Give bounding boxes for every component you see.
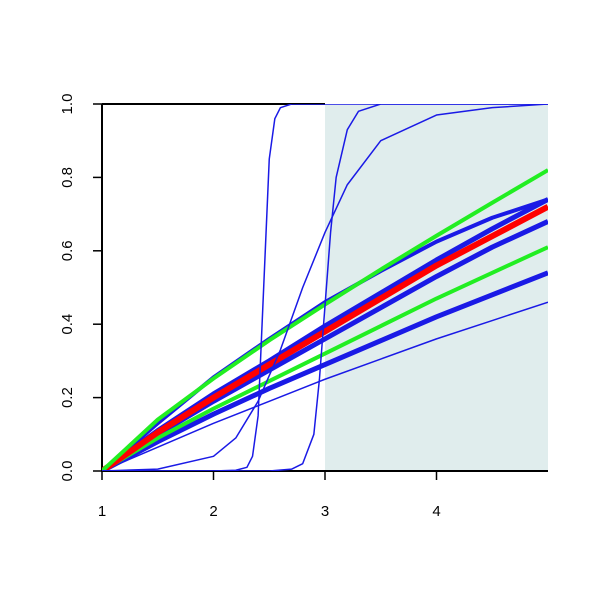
x-tick-label: 4: [432, 503, 440, 520]
lines: [102, 104, 548, 471]
y-tick-label: 0.6: [59, 240, 76, 261]
series-line: [102, 104, 548, 471]
x-tick-label: 2: [209, 503, 217, 520]
series-line: [102, 301, 548, 471]
y-tick-label: 1.0: [59, 94, 76, 115]
y-tick-label: 0.4: [59, 314, 76, 335]
x-tick-label: 3: [321, 503, 329, 520]
series-line: [102, 245, 548, 471]
y-tick-label: 0.8: [59, 167, 76, 188]
series-line: [102, 204, 548, 471]
series-line: [102, 270, 548, 471]
x-tick-label: 1: [98, 503, 106, 520]
y-tick-label: 0.2: [59, 387, 76, 408]
series-line: [102, 104, 548, 471]
y-tick-label: 0.0: [59, 461, 76, 482]
